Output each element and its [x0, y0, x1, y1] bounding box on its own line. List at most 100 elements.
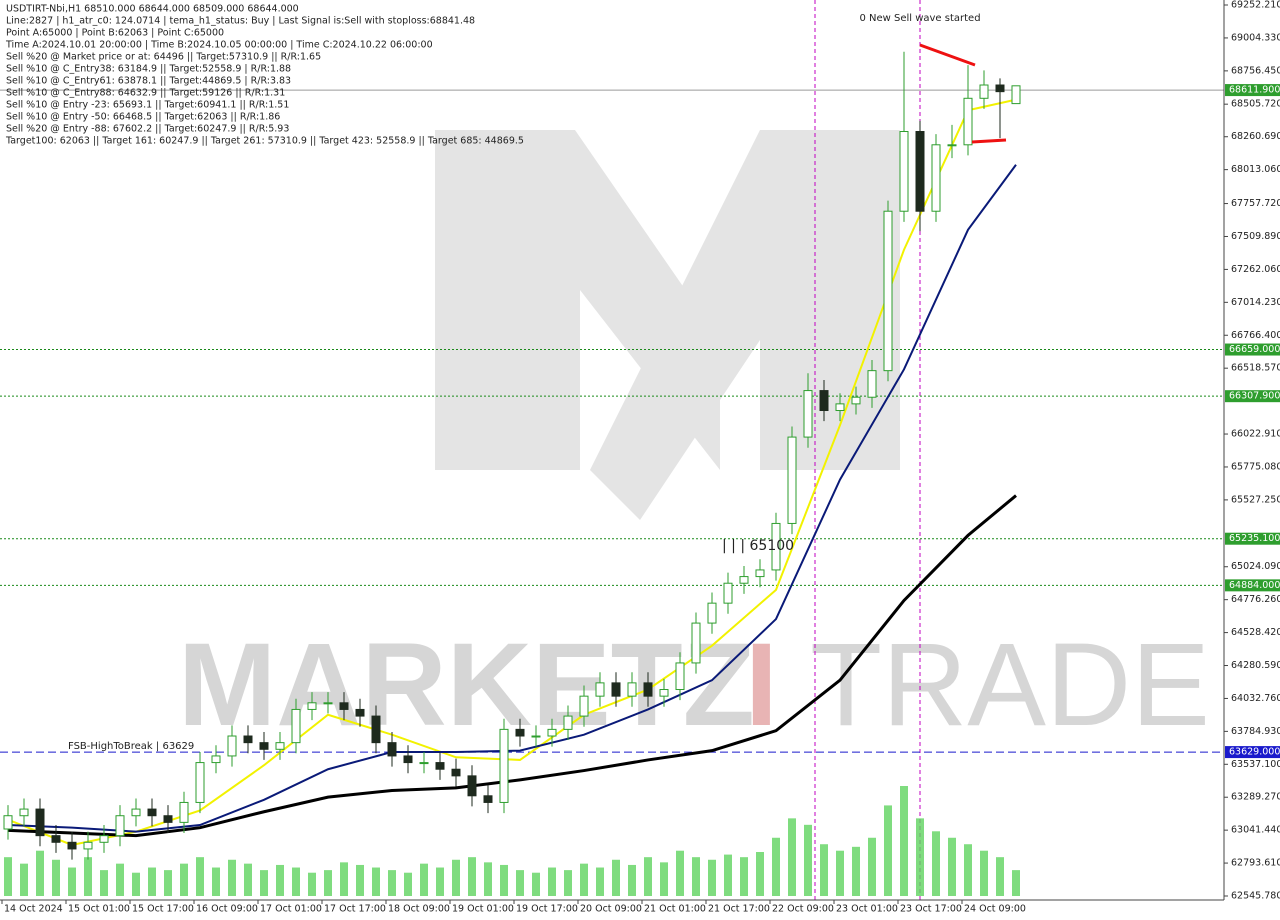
volume-bar: [244, 863, 252, 896]
volume-bar: [324, 870, 332, 896]
candle-body: [755, 569, 765, 578]
volume-bar: [260, 870, 268, 896]
x-tick-label: 19 Oct 01:00: [452, 904, 514, 915]
annotation: | | | 65100: [722, 538, 794, 554]
volume-bar: [452, 859, 460, 896]
moving-average: [7, 164, 1017, 833]
volume-bar: [964, 844, 972, 896]
volume-bar: [308, 872, 316, 896]
volume-bar: [180, 863, 188, 896]
candle-body: [643, 682, 653, 697]
level-label-bg: [1225, 84, 1280, 97]
volume-bar: [980, 850, 988, 896]
candle-body: [323, 702, 333, 705]
candle-body: [211, 755, 221, 764]
volume-bar: [772, 837, 780, 896]
y-tick-label: 64032.760: [1231, 693, 1280, 704]
sell-wave-line: [971, 138, 1007, 144]
volume-bar: [340, 862, 348, 896]
volume-bar: [292, 867, 300, 896]
candle-body: [531, 735, 541, 738]
y-tick-label: 67262.060: [1231, 264, 1280, 275]
candle-body: [995, 84, 1005, 93]
candle-body: [771, 522, 781, 571]
volume-bar: [708, 859, 716, 896]
info-line: Time A:2024.10.01 20:00:00 | Time B:2024…: [5, 40, 433, 51]
volume-bar: [148, 867, 156, 896]
watermark-text: TRADE: [810, 619, 1210, 751]
volume-bar: [740, 857, 748, 896]
candle-body: [515, 728, 525, 737]
candle-body: [723, 582, 733, 604]
candle-body: [451, 768, 461, 777]
info-line: Target100: 62063 || Target 161: 60247.9 …: [5, 136, 524, 147]
candle-body: [115, 815, 125, 837]
y-tick-label: 63537.100: [1231, 759, 1280, 770]
y-tick-label: 64528.420: [1231, 627, 1280, 638]
candle-body: [675, 662, 685, 691]
candle-body: [403, 755, 413, 764]
candle-body: [259, 742, 269, 750]
level-label-bg: [1225, 746, 1280, 759]
volume-bar: [276, 864, 284, 896]
volume-bar: [692, 857, 700, 896]
candle-body: [3, 815, 13, 830]
y-tick-label: 68013.060: [1231, 164, 1280, 175]
watermark-text: MARKETZ: [178, 619, 755, 751]
x-tick-label: 24 Oct 09:00: [964, 904, 1026, 915]
y-tick-label: 64280.590: [1231, 660, 1280, 671]
volume-bar: [628, 864, 636, 896]
candle-body: [803, 390, 813, 438]
candle-body: [355, 708, 365, 717]
y-tick-label: 62545.780: [1231, 891, 1280, 902]
info-line: USDTIRT-Nbi,H1 68510.000 68644.000 68509…: [6, 4, 299, 15]
candle-body: [659, 689, 669, 697]
volume-bar: [468, 857, 476, 896]
price-axis-bg: [1224, 0, 1280, 920]
volume-bar: [132, 872, 140, 896]
volume-bar: [1012, 870, 1020, 896]
volume-bar: [196, 857, 204, 896]
volume-bar: [724, 854, 732, 896]
y-tick-label: 62793.610: [1231, 858, 1280, 869]
level-label: 63629.000: [1229, 747, 1280, 758]
candle-body: [739, 576, 749, 584]
y-tick-label: 67509.890: [1231, 231, 1280, 242]
level-label-bg: [1225, 343, 1280, 356]
candle-body: [835, 403, 845, 412]
sell-wave-line: [919, 43, 976, 67]
volume-bar: [20, 863, 28, 896]
volume-bar: [228, 859, 236, 896]
x-tick-label: 21 Oct 17:00: [708, 904, 770, 915]
volume-bar: [820, 844, 828, 896]
x-tick-label: 17 Oct 01:00: [260, 904, 322, 915]
volume-bar: [804, 824, 812, 896]
volume-bar: [548, 867, 556, 896]
candle-body: [483, 795, 493, 803]
volume-bar: [564, 870, 572, 896]
candle-body: [627, 682, 637, 697]
candle-body: [67, 841, 77, 850]
y-tick-label: 66766.400: [1231, 330, 1280, 341]
candle-body: [99, 835, 109, 843]
info-line: Sell %10 @ C_Entry38: 63184.9 || Target:…: [6, 64, 291, 75]
level-label: 66307.900: [1229, 391, 1280, 402]
volume-bar: [436, 867, 444, 896]
volume-bar: [84, 857, 92, 896]
volume-bar: [532, 872, 540, 896]
candle-body: [867, 370, 877, 398]
candle-body: [931, 144, 941, 212]
volume-bar: [484, 862, 492, 896]
info-line: Sell %10 @ Entry -23: 65693.1 || Target:…: [6, 100, 289, 111]
volume-bar: [660, 862, 668, 896]
volume-bar: [36, 850, 44, 896]
candle-body: [787, 436, 797, 524]
candle-body: [243, 735, 253, 744]
y-tick-label: 68505.720: [1231, 99, 1280, 110]
candle-body: [707, 602, 717, 624]
info-line: Sell %20 @ Entry -88: 67602.2 || Target:…: [6, 124, 289, 135]
y-tick-label: 63784.930: [1231, 726, 1280, 737]
candle-body: [947, 144, 957, 147]
candle-body: [339, 702, 349, 710]
volume-bar: [372, 867, 380, 896]
